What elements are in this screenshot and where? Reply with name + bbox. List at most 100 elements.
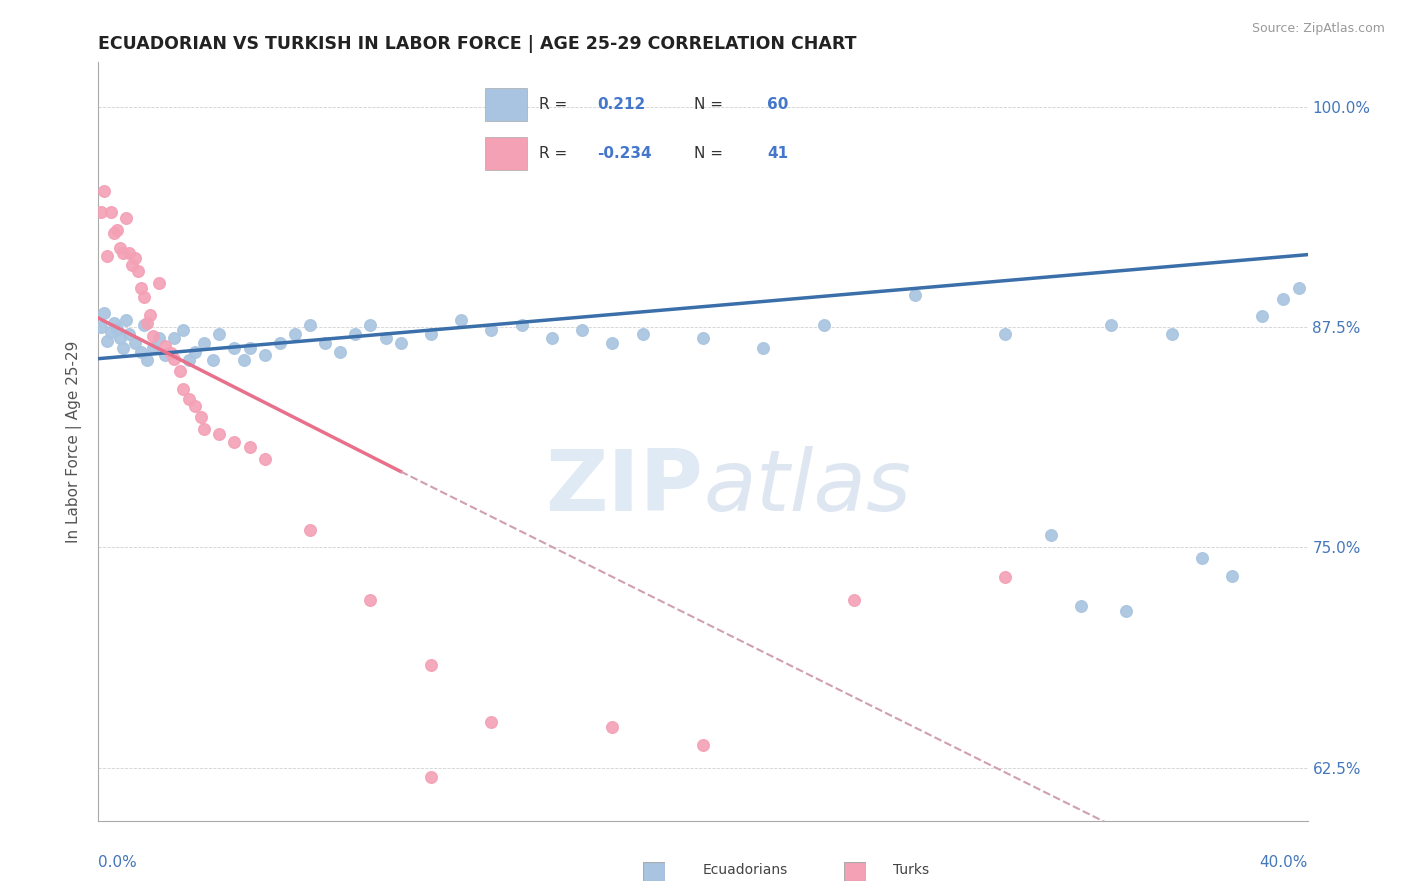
- Point: [752, 341, 775, 355]
- Point: [232, 353, 254, 368]
- Point: [108, 330, 131, 344]
- Text: atlas: atlas: [703, 445, 911, 529]
- Point: [450, 313, 472, 327]
- Point: [103, 317, 125, 331]
- Point: [1160, 326, 1182, 341]
- Point: [329, 344, 352, 359]
- Point: [96, 334, 118, 348]
- Point: [239, 341, 262, 355]
- Point: [420, 326, 443, 341]
- Point: [193, 422, 215, 436]
- Point: [105, 321, 128, 335]
- Point: [153, 348, 176, 362]
- Point: [118, 245, 141, 260]
- Point: [124, 251, 146, 265]
- Point: [190, 409, 212, 424]
- Point: [510, 318, 533, 333]
- Point: [481, 323, 503, 337]
- Point: [692, 330, 714, 344]
- Y-axis label: In Labor Force | Age 25-29: In Labor Force | Age 25-29: [66, 341, 83, 542]
- Point: [224, 341, 246, 355]
- Point: [994, 570, 1017, 584]
- Text: ECUADORIAN VS TURKISH IN LABOR FORCE | AGE 25-29 CORRELATION CHART: ECUADORIAN VS TURKISH IN LABOR FORCE | A…: [98, 35, 856, 53]
- Point: [139, 308, 162, 322]
- Point: [1251, 310, 1274, 324]
- Point: [108, 241, 131, 255]
- Point: [844, 593, 866, 607]
- Point: [142, 328, 165, 343]
- Point: [163, 330, 186, 344]
- Point: [481, 714, 503, 729]
- Point: [813, 318, 835, 333]
- Text: Turks: Turks: [893, 863, 929, 877]
- Point: [269, 335, 291, 350]
- Point: [93, 306, 115, 320]
- Text: Ecuadorians: Ecuadorians: [703, 863, 789, 877]
- Point: [90, 320, 112, 334]
- Point: [253, 452, 276, 467]
- Point: [121, 258, 143, 272]
- Point: [193, 335, 215, 350]
- Point: [202, 353, 225, 368]
- Point: [602, 720, 624, 734]
- Point: [184, 344, 207, 359]
- Point: [540, 330, 562, 344]
- Point: [179, 353, 201, 368]
- Point: [239, 440, 262, 454]
- Point: [96, 249, 118, 263]
- Point: [132, 318, 155, 333]
- Text: Source: ZipAtlas.com: Source: ZipAtlas.com: [1251, 22, 1385, 36]
- Point: [135, 353, 157, 368]
- Point: [1191, 550, 1213, 565]
- Point: [160, 346, 183, 360]
- Point: [111, 245, 134, 260]
- Point: [314, 335, 336, 350]
- Point: [1115, 604, 1137, 618]
- Point: [1272, 292, 1295, 306]
- Point: [299, 318, 322, 333]
- Point: [127, 263, 149, 277]
- Text: ZIP: ZIP: [546, 445, 703, 529]
- Point: [631, 326, 654, 341]
- Point: [179, 392, 201, 407]
- Point: [692, 738, 714, 752]
- Point: [184, 399, 207, 413]
- Point: [172, 323, 194, 337]
- Point: [360, 593, 382, 607]
- Point: [114, 313, 136, 327]
- Point: [904, 288, 927, 302]
- Point: [602, 335, 624, 350]
- Text: 40.0%: 40.0%: [1260, 855, 1308, 870]
- Point: [1099, 318, 1122, 333]
- Point: [169, 364, 191, 378]
- Point: [420, 658, 443, 673]
- Point: [129, 344, 152, 359]
- Point: [100, 205, 122, 219]
- Point: [994, 326, 1017, 341]
- Point: [420, 770, 443, 784]
- Point: [129, 281, 152, 295]
- Point: [360, 318, 382, 333]
- Point: [299, 523, 322, 537]
- Point: [90, 205, 112, 219]
- Point: [374, 330, 396, 344]
- Point: [208, 326, 231, 341]
- Point: [153, 339, 176, 353]
- Point: [114, 211, 136, 225]
- Point: [103, 227, 125, 241]
- Point: [132, 290, 155, 304]
- Point: [1288, 281, 1310, 295]
- Point: [100, 325, 122, 339]
- Point: [142, 341, 165, 355]
- Point: [148, 330, 170, 344]
- Point: [344, 326, 367, 341]
- Text: 0.0%: 0.0%: [98, 855, 138, 870]
- Point: [208, 427, 231, 442]
- Point: [172, 382, 194, 396]
- Point: [224, 434, 246, 449]
- Point: [111, 341, 134, 355]
- Point: [284, 326, 307, 341]
- Point: [93, 184, 115, 198]
- Point: [135, 317, 157, 331]
- Point: [1220, 568, 1243, 582]
